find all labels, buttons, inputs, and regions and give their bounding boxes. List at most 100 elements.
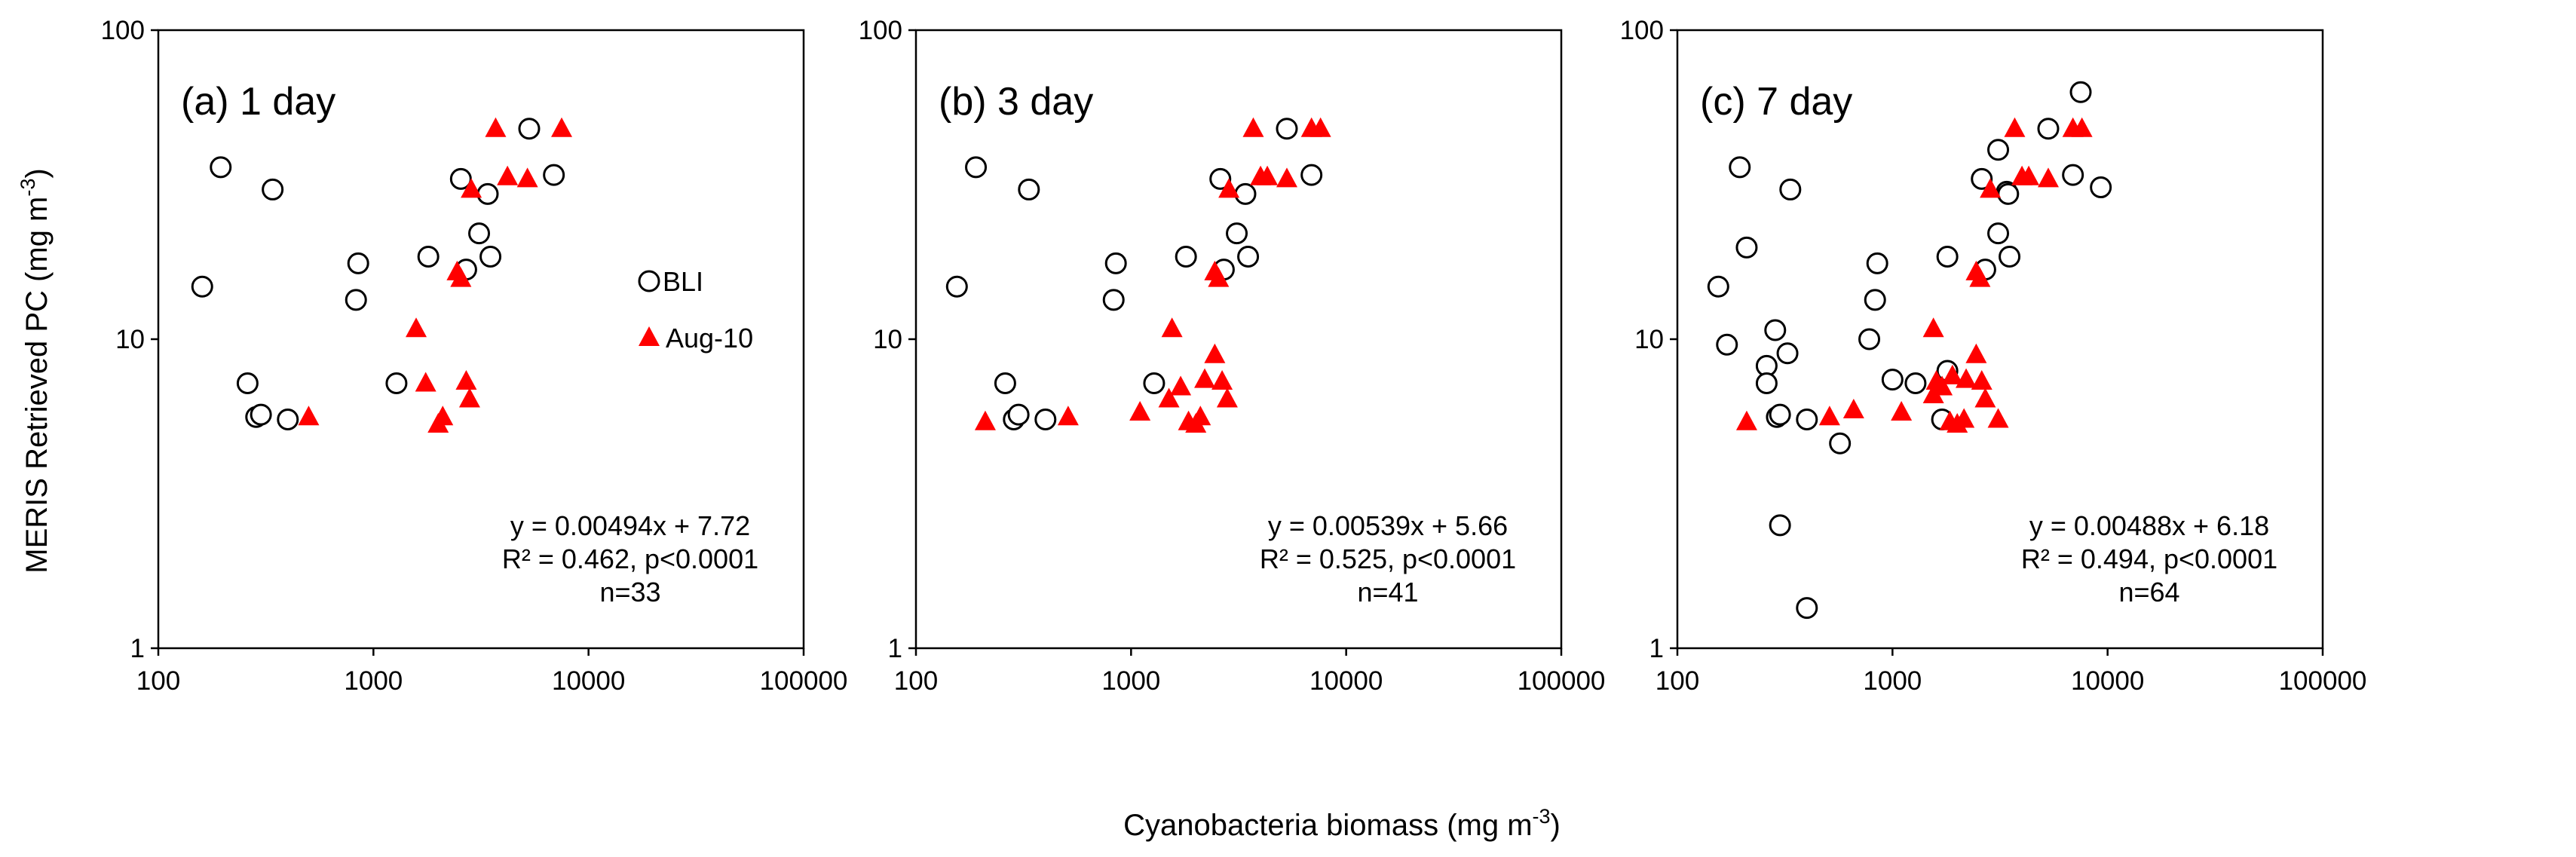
bli-point xyxy=(468,222,491,245)
aug-10-point xyxy=(485,117,507,137)
aug-10-point xyxy=(2037,167,2059,188)
bli-point xyxy=(1300,164,1323,186)
aug-10-point xyxy=(1208,267,1230,287)
x-tick-label: 1000 xyxy=(1101,666,1160,696)
bli-point xyxy=(262,178,284,200)
bli-point xyxy=(1987,222,2010,245)
x-tick-label: 100000 xyxy=(1518,666,1606,696)
aug-10-point xyxy=(455,370,477,390)
aug-10-point xyxy=(1987,408,2009,428)
regression-r2: R² = 0.494, p<0.0001 xyxy=(2021,543,2277,574)
aug-10-point xyxy=(432,406,454,426)
bli-point xyxy=(277,408,299,430)
x-tick-label: 100 xyxy=(894,666,938,696)
bli-point xyxy=(1234,182,1257,205)
bli-point xyxy=(345,289,367,311)
series-aug-10 xyxy=(974,117,1331,433)
bli-point xyxy=(1769,403,1791,426)
aug-10-point xyxy=(1194,368,1216,388)
bli-point xyxy=(1769,514,1791,537)
bli-point xyxy=(250,403,272,426)
bli-point xyxy=(1226,222,1248,245)
bli-point xyxy=(965,156,988,179)
bli-point xyxy=(2037,118,2060,140)
panel-1: 100 1000 10000 100000 1 10 100 (a) 1 day y = 0.0… xyxy=(101,16,848,696)
aug-10-point xyxy=(1257,165,1279,185)
regression-n: n=64 xyxy=(2118,577,2179,608)
bli-point xyxy=(1829,432,1852,455)
panel-label: (b) 3 day xyxy=(939,80,1093,124)
bli-point xyxy=(1987,139,2010,161)
series-bli xyxy=(945,118,1323,430)
y-tick-label: 1 xyxy=(130,634,145,663)
aug-10-point xyxy=(1974,387,1996,408)
x-tick-label: 1000 xyxy=(344,666,403,696)
y-tick-label: 10 xyxy=(115,325,145,354)
aug-10-point xyxy=(2071,117,2093,137)
bli-point xyxy=(1104,252,1127,274)
bli-point xyxy=(1858,328,1881,350)
aug-10-point xyxy=(461,178,482,198)
aug-10-point xyxy=(450,267,472,287)
bli-point xyxy=(1175,245,1197,268)
aug-10-point xyxy=(1190,406,1211,426)
aug-10-point xyxy=(1129,400,1151,421)
aug-10-point xyxy=(1842,398,1864,418)
aug-10-point xyxy=(551,117,573,137)
bli-point xyxy=(1796,597,1818,620)
bli-point xyxy=(543,164,565,186)
series-aug-10 xyxy=(1735,117,2093,433)
aug-10-point xyxy=(1818,406,1840,426)
aug-10-point xyxy=(1735,410,1757,430)
aug-10-point xyxy=(1276,167,1297,188)
y-axis-title: MERIS Retrieved PC (mg m-3) xyxy=(17,168,54,573)
bli-point xyxy=(210,156,232,179)
x-tick-label: 10000 xyxy=(1309,666,1383,696)
regression-n: n=33 xyxy=(599,577,660,608)
bli-point xyxy=(1735,236,1758,259)
aug-10-point xyxy=(1971,370,1992,390)
aug-10-point xyxy=(1218,178,1240,198)
aug-10-point xyxy=(1161,317,1183,338)
bli-point xyxy=(1034,408,1057,430)
aug-10-point xyxy=(1158,387,1180,408)
bli-point xyxy=(1904,372,1927,394)
bli-point xyxy=(385,372,408,394)
regression-r2: R² = 0.462, p<0.0001 xyxy=(502,543,758,574)
aug-10-point xyxy=(1211,370,1233,390)
aug-10-point xyxy=(1891,400,1913,421)
bli-point xyxy=(1936,245,1959,268)
bli-point xyxy=(2090,176,2112,199)
x-tick-label: 100000 xyxy=(760,666,848,696)
bli-point xyxy=(1866,252,1888,274)
x-tick-label: 100 xyxy=(136,666,180,696)
regression-n: n=41 xyxy=(1357,577,1418,608)
bli-point xyxy=(449,167,472,190)
bli-point xyxy=(638,270,660,292)
aug-10-point xyxy=(639,326,660,346)
aug-10-point xyxy=(1216,387,1238,408)
bli-point xyxy=(417,245,440,268)
bli-point xyxy=(1209,167,1232,190)
aug-10-point xyxy=(974,410,996,430)
y-tick-label: 100 xyxy=(101,16,145,45)
panel-3: 100 1000 10000 100000 1 10 100 (c) 7 day y = 0.0… xyxy=(1620,16,2367,696)
bli-point xyxy=(1707,275,1729,298)
x-tick-label: 100 xyxy=(1656,666,1699,696)
bli-point xyxy=(1999,245,2021,268)
aug-10-point xyxy=(2018,165,2040,185)
aug-10-point xyxy=(298,406,320,426)
aug-10-point xyxy=(1980,178,2002,198)
aug-10-point xyxy=(1170,375,1192,396)
bli-point xyxy=(518,118,541,140)
x-tick-label: 10000 xyxy=(552,666,625,696)
bli-point xyxy=(1007,403,1030,426)
regression-r2: R² = 0.525, p<0.0001 xyxy=(1260,543,1516,574)
aug-10-point xyxy=(1204,343,1226,363)
bli-point xyxy=(1881,369,1904,391)
bli-point xyxy=(2069,81,2092,103)
bli-point xyxy=(476,182,499,205)
bli-point xyxy=(1755,372,1778,394)
